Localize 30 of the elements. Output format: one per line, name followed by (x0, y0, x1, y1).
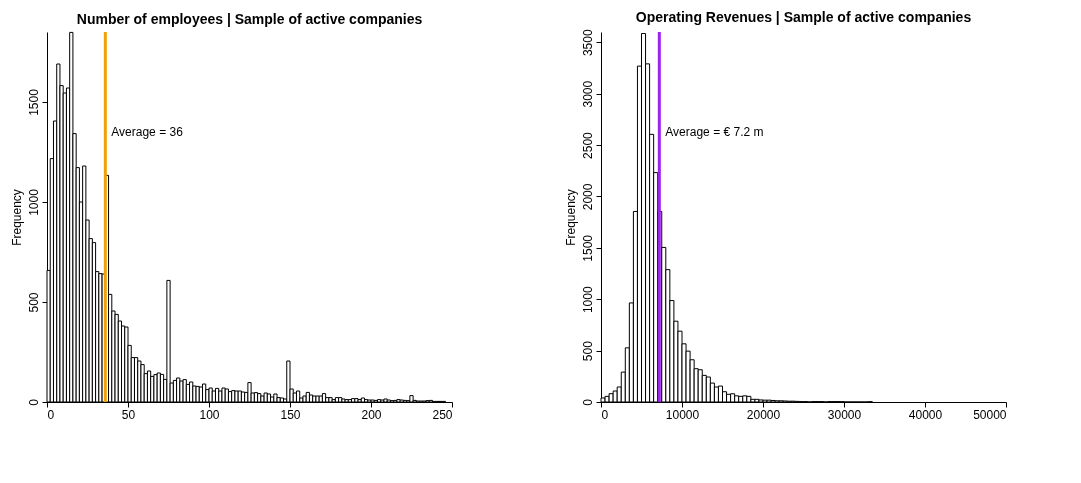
y-tick-label: 2500 (580, 131, 595, 159)
y-tick-label: 500 (580, 340, 595, 362)
x-tick-label: 40000 (908, 407, 943, 422)
y-tick-label: 1500 (26, 88, 41, 116)
x-tick-label: 30000 (827, 407, 862, 422)
chart-title: Number of employees | Sample of active companies (76, 10, 423, 27)
x-tick-label: 0 (601, 407, 609, 422)
x-tick-label: 0 (47, 407, 55, 422)
y-tick-label: 0 (26, 398, 41, 406)
x-tick-label: 10000 (665, 407, 700, 422)
x-tick-label: 50 (121, 407, 136, 422)
chart-title: Operating Revenues | Sample of active companies (635, 8, 972, 25)
y-tick-label: 3500 (580, 29, 595, 57)
y-tick-label: 500 (26, 292, 41, 313)
y-axis-title: Frequency (9, 189, 24, 246)
ref-line-label: Average = 36 (111, 124, 184, 139)
y-tick-label: 2000 (580, 183, 595, 211)
x-tick-label: 20000 (746, 407, 781, 422)
y-tick-label: 0 (580, 398, 595, 406)
y-tick-label: 1000 (26, 188, 41, 216)
x-tick-label: 200 (361, 407, 382, 422)
x-tick-label: 50000 (973, 407, 1007, 422)
y-tick-label: 1500 (580, 234, 595, 262)
y-tick-label: 3000 (580, 80, 595, 108)
ref-line-label: Average = € 7.2 m (665, 124, 764, 139)
x-tick-label: 250 (432, 407, 453, 422)
y-axis-title: Frequency (563, 189, 578, 246)
y-tick-label: 1000 (580, 286, 595, 314)
x-tick-label: 100 (199, 407, 220, 422)
x-tick-label: 150 (280, 407, 301, 422)
